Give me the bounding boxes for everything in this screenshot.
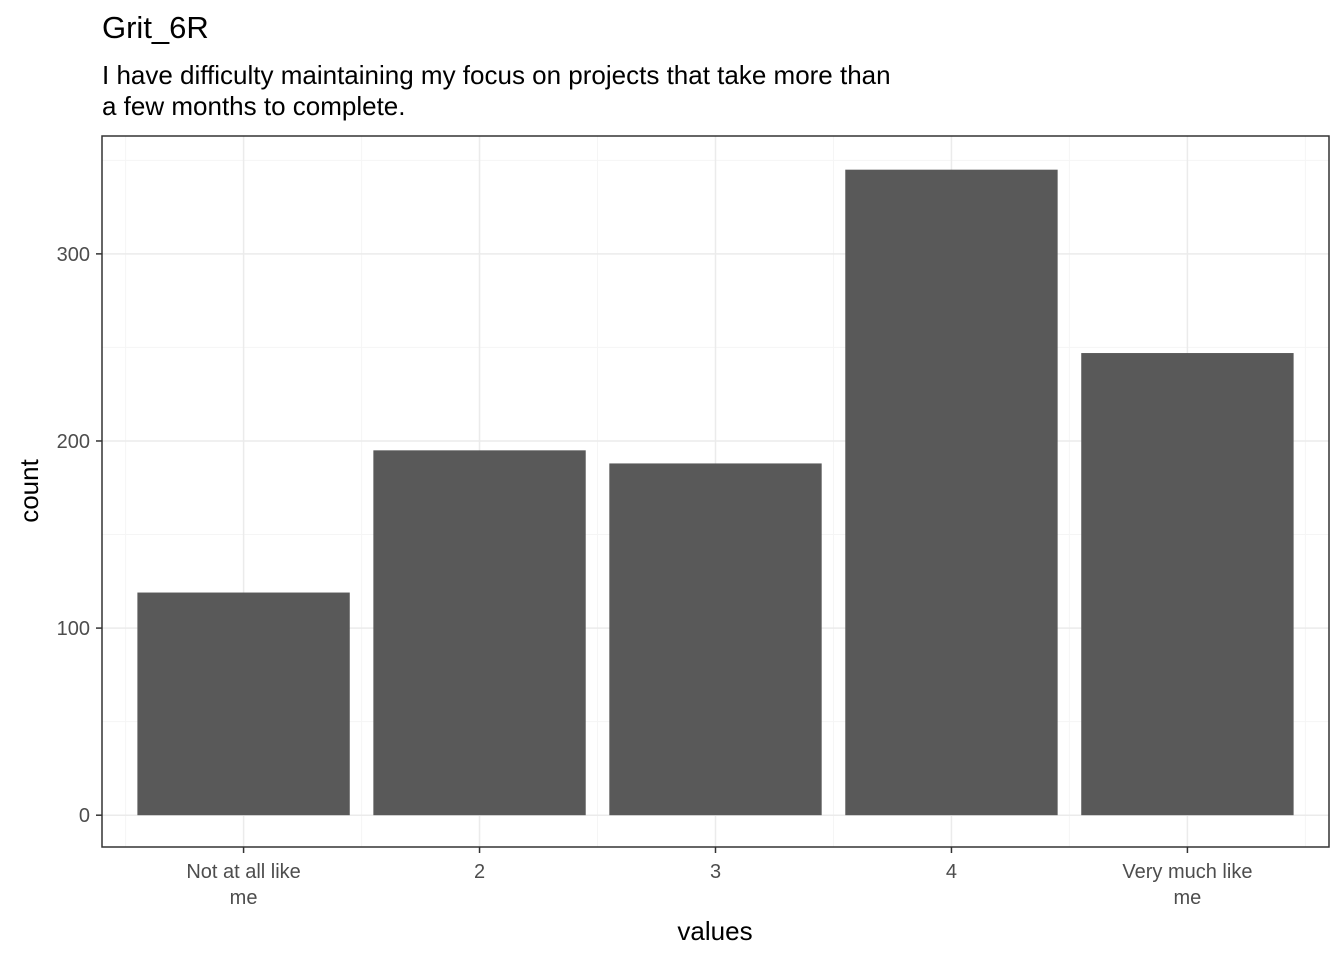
bar bbox=[845, 169, 1058, 816]
y-tick-label: 0 bbox=[79, 805, 90, 827]
x-tick-label: Very much like me bbox=[1122, 861, 1252, 909]
chart-subtitle: I have difficulty maintaining my focus o… bbox=[102, 60, 891, 122]
x-axis-title: values bbox=[677, 916, 752, 946]
y-tick-label: 200 bbox=[57, 431, 90, 453]
bar bbox=[609, 463, 822, 816]
y-axis-title: count bbox=[14, 458, 44, 522]
x-tick-label: 4 bbox=[946, 861, 957, 883]
bar bbox=[1081, 353, 1294, 816]
y-tick-label: 100 bbox=[57, 618, 90, 640]
chart-title: Grit_6R bbox=[102, 10, 209, 45]
x-tick-label: 2 bbox=[474, 861, 485, 883]
chart-subtitle-line-1: I have difficulty maintaining my focus o… bbox=[102, 60, 891, 90]
y-tick-label: 300 bbox=[57, 244, 90, 266]
chart-subtitle-line-2: a few months to complete. bbox=[102, 91, 406, 121]
x-tick-label: Not at all like me bbox=[186, 861, 301, 909]
bar bbox=[137, 592, 350, 816]
bar bbox=[373, 450, 586, 816]
x-tick-label: 3 bbox=[710, 861, 721, 883]
